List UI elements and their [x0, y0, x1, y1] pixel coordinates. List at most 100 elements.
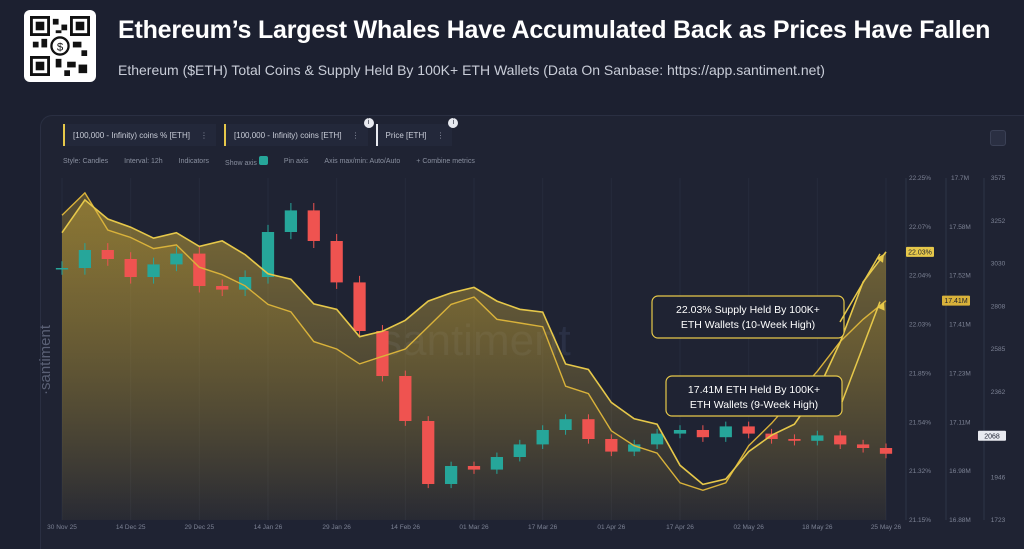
page-title: Ethereum’s Largest Whales Have Accumulat… [118, 16, 991, 44]
current-supply-pct-tag: 22.03% [906, 246, 934, 257]
value-tag-bg [978, 430, 1006, 441]
y-axis-coins-tick: 17.7M [951, 175, 969, 182]
x-tick-label: 14 Dec 25 [116, 524, 146, 531]
current-coins-tag: 17.41M [942, 295, 970, 306]
annotation-line-1: 22.03% Supply Held By 100K+ [676, 304, 820, 316]
price-candle [582, 419, 595, 439]
value-tag-text: 17.41M [944, 298, 968, 305]
svg-text:$: $ [57, 41, 64, 53]
interval-selector[interactable]: Interval: 12h [124, 158, 163, 165]
price-candle [238, 277, 252, 290]
price-candle [513, 444, 526, 457]
x-tick-label: 30 Nov 25 [47, 524, 77, 531]
y-axis-price-tick: 3030 [991, 261, 1006, 268]
current-price-tag: 2068 [978, 430, 1006, 441]
annotation-line-1: 17.41M ETH Held By 100K+ [688, 384, 820, 396]
info-icon[interactable]: i [448, 118, 459, 128]
coins-line [61, 191, 887, 492]
annotation-arrow [839, 253, 881, 323]
price-candle [536, 430, 549, 445]
price-candle [467, 466, 481, 470]
axis-max-min-selector[interactable]: Axis max/min: Auto/Auto [324, 158, 401, 165]
y-axis-price-tick: 1946 [991, 474, 1006, 481]
price-candle [330, 241, 343, 283]
x-tick-label: 17 Apr 26 [666, 524, 694, 531]
metric-label: [100,000 - Infinity) coins % [ETH] [73, 130, 190, 140]
price-candle [353, 282, 366, 331]
value-tag-text: 22.03% [908, 249, 932, 256]
value-tag-bg [942, 295, 970, 306]
price-candle [193, 253, 206, 286]
price-candle [856, 444, 870, 448]
metric-label: Price [ETH] [385, 130, 427, 140]
toggle-on-icon [258, 156, 268, 165]
price-candle [490, 457, 504, 470]
qr-code-icon: $ [24, 10, 96, 82]
price-candle [742, 426, 755, 434]
x-tick-label: 01 Apr 26 [597, 524, 625, 531]
page-subtitle: Ethereum ($ETH) Total Coins & Supply Hel… [118, 62, 825, 78]
y-axis-price-tick: 2585 [991, 346, 1006, 353]
annotation-arrowhead [877, 301, 885, 311]
pin-axis-toggle[interactable]: Pin axis [283, 158, 309, 165]
y-axis-supply-pct-tick: 21.32% [909, 468, 931, 475]
price-candle [673, 430, 687, 434]
metric-chip-price[interactable]: Price [ETH] ⋮ i [375, 118, 459, 146]
y-axes: 22.25% 22.07% 22.04% 22.03% 21.85% 21.54% 21.3… [905, 175, 1006, 524]
price-candle [261, 232, 275, 277]
santiment-side-watermark: ·santiment [37, 324, 54, 395]
y-axis-coins-tick: 17.41M [949, 322, 971, 329]
y-axis-price-tick: 1723 [991, 517, 1006, 524]
style-selector[interactable]: Style: Candles [63, 158, 109, 165]
annotation-border [651, 295, 845, 339]
supply-pct-line [61, 198, 887, 486]
qr-code-graphic: $ [30, 16, 90, 76]
y-axis-coins-tick: 16.88M [949, 517, 971, 524]
x-tick-label: 02 May 26 [733, 524, 764, 531]
y-axis-supply-pct-tick: 22.07% [909, 224, 931, 231]
price-candle [78, 250, 92, 268]
price-candle [124, 259, 137, 277]
annotation-border [665, 375, 843, 417]
metric-chip-coins[interactable]: [100,000 - Infinity) coins [ETH] ⋮ i [223, 118, 374, 146]
price-candle [696, 430, 710, 438]
y-axis-supply-pct-tick: 21.85% [909, 370, 931, 377]
annotation-line-2: ETH Wallets (10-Week High) [681, 319, 815, 331]
x-tick-label: 01 Mar 26 [459, 524, 489, 531]
show-axis-toggle[interactable]: Show axis [225, 156, 268, 167]
y-axis-supply-pct-tick: 22.25% [909, 175, 931, 182]
chart-settings-row: Style: Candles Interval: 12h Indicators … [63, 156, 475, 167]
more-options-icon[interactable]: ⋮ [199, 130, 208, 140]
y-axis-supply-pct-tick: 22.04% [909, 273, 931, 280]
price-candle [376, 331, 389, 376]
y-axis-price-tick: 2808 [991, 303, 1006, 310]
annotations: 22.03% Supply Held By 100K+ ETH Wallets (… [651, 253, 885, 417]
more-options-icon[interactable]: ⋮ [436, 130, 445, 140]
price-candle [422, 421, 435, 484]
value-tag-bg [906, 246, 934, 257]
combine-metrics-button[interactable]: + Combine metrics [416, 158, 475, 165]
annotation-line-2: ETH Wallets (9-Week High) [690, 399, 818, 411]
price-candle [170, 253, 183, 265]
y-axis-coins-tick: 17.23M [949, 370, 971, 377]
price-candle [399, 376, 412, 421]
indicators-button[interactable]: Indicators [178, 158, 210, 165]
y-axis-coins-tick: 16.98M [949, 468, 971, 475]
x-tick-label: 18 May 26 [802, 524, 833, 531]
info-icon[interactable]: i [363, 118, 374, 128]
price-candle [788, 439, 801, 441]
price-candle [216, 286, 229, 290]
metric-chip-supply-pct[interactable]: [100,000 - Infinity) coins % [ETH] ⋮ [63, 124, 216, 146]
metric-legend: [100,000 - Infinity) coins % [ETH] ⋮ [10… [63, 118, 459, 146]
price-candles [55, 203, 893, 489]
price-candle [605, 439, 618, 452]
gear-icon[interactable] [990, 130, 1006, 146]
header: $ Ethereum’s Largest Whales Have Accumul… [0, 0, 1024, 100]
price-candle [147, 264, 160, 277]
more-options-icon[interactable]: ⋮ [351, 130, 360, 140]
price-candle [628, 444, 641, 452]
show-axis-label: Show axis [225, 160, 257, 167]
y-axis-coins-tick: 17.58M [949, 224, 971, 231]
y-axis-price-tick: 3252 [991, 218, 1006, 225]
